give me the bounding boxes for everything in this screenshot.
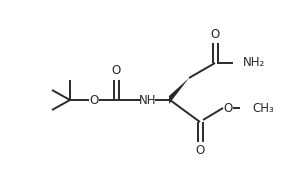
Polygon shape bbox=[169, 78, 189, 104]
Text: NH₂: NH₂ bbox=[243, 56, 265, 69]
Text: CH₃: CH₃ bbox=[252, 101, 274, 114]
Text: O: O bbox=[89, 93, 99, 106]
Text: O: O bbox=[210, 27, 220, 41]
Text: NH: NH bbox=[139, 93, 157, 106]
Text: O: O bbox=[224, 101, 233, 114]
Text: O: O bbox=[195, 145, 205, 158]
Text: O: O bbox=[111, 64, 121, 77]
